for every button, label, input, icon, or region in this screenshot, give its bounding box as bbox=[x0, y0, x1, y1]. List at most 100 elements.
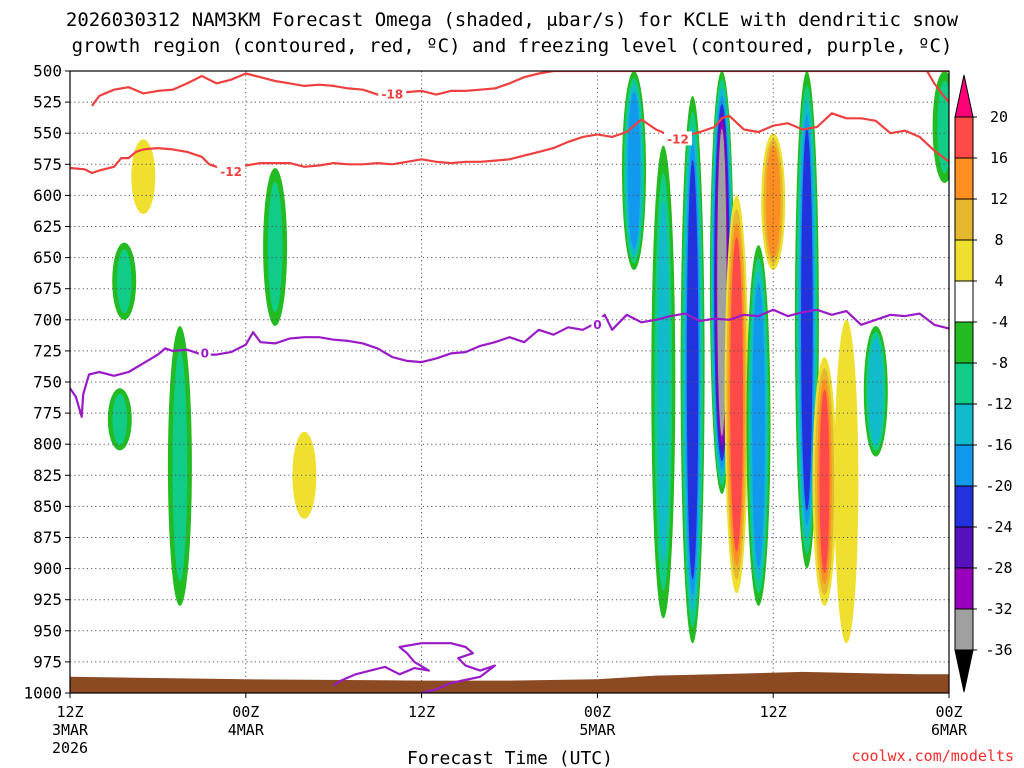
grid-lines bbox=[70, 71, 949, 693]
y-tick-label-925: 925 bbox=[33, 590, 62, 609]
x-tick-date-36: 5MAR bbox=[579, 721, 616, 739]
y-tick-label-1000: 1000 bbox=[23, 684, 62, 703]
x-tick-label-12: 00Z bbox=[232, 703, 259, 721]
x-tick-date-0: 3MAR bbox=[52, 721, 89, 739]
colorbar-box-5 bbox=[954, 321, 974, 364]
omega-region-13-level-5 bbox=[802, 143, 812, 496]
chart-title-line1: 2026030312 NAM3KM Forecast Omega (shaded… bbox=[66, 9, 959, 31]
colorbar-top-triangle bbox=[954, 74, 974, 118]
y-tick-label-725: 725 bbox=[33, 341, 62, 360]
omega-region-0-level-1 bbox=[136, 145, 151, 208]
colorbar-box-7 bbox=[954, 403, 974, 446]
x-tick-label-0: 12Z bbox=[56, 703, 83, 721]
colorbar-label-6: -8 bbox=[990, 354, 1008, 372]
y-tick-label-975: 975 bbox=[33, 652, 62, 671]
contour-label-bg-0 bbox=[378, 86, 407, 101]
contour-label-2: -12 bbox=[667, 132, 689, 146]
terrain-layer bbox=[70, 671, 949, 693]
y-tick-label-575: 575 bbox=[33, 155, 62, 174]
colorbar: 20 16 12 8 4 -4 -8 -12 -16 -20 -24 -28 -32 -36 bbox=[954, 74, 1013, 693]
y-tick-label-550: 550 bbox=[33, 124, 62, 143]
y-tick-label-800: 800 bbox=[33, 435, 62, 454]
x-tick-label-60: 00Z bbox=[935, 703, 962, 721]
omega-region-10-level-4 bbox=[732, 251, 742, 538]
colorbar-label-2: 12 bbox=[990, 190, 1008, 208]
x-tick-label-36: 00Z bbox=[584, 703, 611, 721]
colorbar-box-11 bbox=[954, 567, 974, 610]
colorbar-bottom-triangle bbox=[954, 649, 974, 693]
contour-label-4: 0 bbox=[593, 318, 601, 332]
omega-region-16-level-3 bbox=[870, 343, 881, 440]
colorbar-box-1 bbox=[954, 157, 974, 200]
y-tick-label-950: 950 bbox=[33, 621, 62, 640]
colorbar-label-3: 8 bbox=[994, 231, 1003, 249]
y-tick-label-600: 600 bbox=[33, 186, 62, 205]
colorbar-box-0 bbox=[954, 116, 974, 159]
y-tick-label-850: 850 bbox=[33, 497, 62, 516]
omega-region-3-level-1 bbox=[172, 350, 188, 582]
contour-labels: -18 -12 -12 0 0 bbox=[198, 86, 692, 360]
y-tick-label-875: 875 bbox=[33, 528, 62, 547]
contour-lines bbox=[70, 71, 949, 693]
colorbar-box-8 bbox=[954, 444, 974, 487]
contour--18C bbox=[91, 71, 949, 107]
x-tick-label-24: 12Z bbox=[408, 703, 435, 721]
colorbar-box-2 bbox=[954, 198, 974, 241]
colorbar-label-1: 16 bbox=[990, 149, 1008, 167]
colorbar-label-13: -36 bbox=[985, 641, 1012, 659]
contour-label-bg-2 bbox=[664, 131, 692, 146]
contour-label-bg-4 bbox=[591, 316, 604, 331]
colorbar-box-12 bbox=[954, 608, 974, 651]
colorbar-box-10 bbox=[954, 526, 974, 569]
omega-region-6-level-4 bbox=[629, 98, 639, 243]
omega-shading bbox=[107, 71, 949, 644]
omega-region-5-level-1 bbox=[297, 439, 312, 512]
colorbar-label-7: -12 bbox=[985, 395, 1012, 413]
colorbar-label-11: -28 bbox=[985, 559, 1012, 577]
credit-link[interactable]: coolwx.com/modelts bbox=[851, 747, 1014, 765]
y-tick-label-675: 675 bbox=[33, 279, 62, 298]
y-tick-label-625: 625 bbox=[33, 217, 62, 236]
contour-label-1: -12 bbox=[220, 165, 242, 179]
omega-region-2-level-1 bbox=[112, 393, 128, 445]
y-tick-label-900: 900 bbox=[33, 559, 62, 578]
omega-region-9-level-8 bbox=[718, 137, 726, 428]
y-tick-label-700: 700 bbox=[33, 310, 62, 329]
omega-region-1-level-1 bbox=[116, 249, 132, 313]
plot-area bbox=[70, 71, 949, 693]
colorbar-label-5: -4 bbox=[990, 313, 1008, 331]
contour-0C-surface bbox=[333, 642, 496, 693]
omega-region-15-level-1 bbox=[839, 348, 854, 615]
omega-region-4-level-1 bbox=[267, 181, 283, 313]
x-tick-date-12: 4MAR bbox=[228, 721, 265, 739]
x-axis-title: Forecast Time (UTC) bbox=[407, 748, 613, 768]
x-tick-year-0: 2026 bbox=[52, 739, 88, 757]
omega-region-8-level-5 bbox=[688, 176, 697, 564]
contour--18C-right bbox=[926, 71, 949, 103]
contour--12C bbox=[70, 112, 949, 175]
terrain-fill bbox=[70, 671, 949, 693]
colorbar-label-10: -24 bbox=[985, 518, 1012, 536]
x-tick-label-48: 12Z bbox=[760, 703, 787, 721]
y-tick-label-525: 525 bbox=[33, 93, 62, 112]
colorbar-label-0: 20 bbox=[990, 108, 1008, 126]
contour-label-0: -18 bbox=[381, 88, 403, 102]
y-tick-label-775: 775 bbox=[33, 404, 62, 423]
colorbar-box-4 bbox=[954, 280, 974, 323]
contour-label-bg-3 bbox=[198, 345, 211, 360]
y-axis: 500 525 550 575 600 625 650 675 700 725 750 775 800 8… bbox=[23, 62, 70, 703]
colorbar-box-9 bbox=[954, 485, 974, 528]
colorbar-label-12: -32 bbox=[985, 600, 1012, 618]
y-tick-label-500: 500 bbox=[33, 62, 62, 81]
colorbar-label-8: -16 bbox=[985, 436, 1012, 454]
contour-0C bbox=[70, 308, 949, 418]
omega-region-14-level-3 bbox=[819, 389, 830, 574]
omega-region-11-level-4 bbox=[754, 295, 763, 556]
omega-region-17-level-1 bbox=[937, 80, 949, 174]
colorbar-label-9: -20 bbox=[985, 477, 1012, 495]
y-tick-label-825: 825 bbox=[33, 466, 62, 485]
contour-label-bg-1 bbox=[217, 163, 246, 178]
y-tick-label-650: 650 bbox=[33, 248, 62, 267]
